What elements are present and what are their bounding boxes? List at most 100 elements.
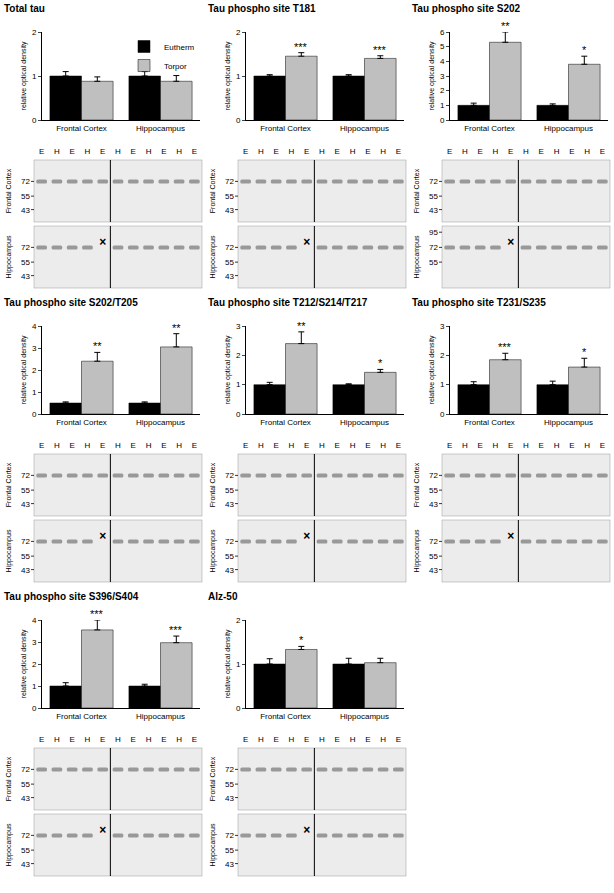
svg-text:4: 4 [440, 57, 445, 66]
svg-text:H: H [115, 147, 121, 156]
svg-text:43: 43 [225, 500, 234, 509]
svg-text:H: H [350, 735, 356, 744]
svg-text:Hippocampus: Hippocampus [136, 124, 185, 133]
svg-text:3: 3 [32, 344, 37, 353]
svg-text:72: 72 [225, 177, 234, 186]
svg-text:E: E [304, 441, 309, 450]
svg-text:E: E [335, 147, 340, 156]
svg-text:55: 55 [21, 552, 30, 561]
svg-text:H: H [258, 147, 264, 156]
svg-text:Frontal Cortex: Frontal Cortex [413, 462, 420, 507]
svg-text:H: H [523, 147, 529, 156]
svg-text:E: E [396, 147, 401, 156]
svg-text:E: E [600, 441, 605, 450]
svg-text:H: H [319, 147, 325, 156]
svg-text:Frontal Cortex: Frontal Cortex [209, 756, 216, 801]
svg-text:**: ** [297, 320, 306, 332]
svg-text:E: E [274, 147, 279, 156]
svg-text:E: E [131, 147, 136, 156]
svg-text:Hippocampus: Hippocampus [544, 124, 593, 133]
svg-text:0: 0 [236, 704, 241, 713]
svg-text:4: 4 [32, 616, 37, 625]
svg-text:relative optical density: relative optical density [20, 41, 28, 110]
svg-text:3: 3 [236, 322, 241, 331]
svg-text:E: E [100, 147, 105, 156]
svg-text:H: H [350, 441, 356, 450]
svg-text:Hippocampus: Hippocampus [136, 418, 185, 427]
svg-text:***: *** [169, 624, 183, 636]
svg-text:43: 43 [21, 206, 30, 215]
svg-text:72: 72 [225, 537, 234, 546]
svg-text:relative optical density: relative optical density [224, 335, 232, 404]
svg-text:E: E [70, 441, 75, 450]
svg-text:Frontal Cortex: Frontal Cortex [5, 462, 12, 507]
svg-text:E: E [396, 735, 401, 744]
svg-text:Frontal Cortex: Frontal Cortex [56, 712, 107, 721]
svg-text:Hippocampus: Hippocampus [340, 418, 389, 427]
svg-text:×: × [507, 529, 514, 543]
svg-text:55: 55 [21, 258, 30, 267]
svg-text:43: 43 [429, 206, 438, 215]
svg-text:H: H [258, 441, 264, 450]
svg-text:Frontal Cortex: Frontal Cortex [5, 756, 12, 801]
svg-text:Frontal Cortex: Frontal Cortex [56, 124, 107, 133]
svg-text:3: 3 [440, 322, 445, 331]
svg-text:H: H [54, 441, 60, 450]
svg-text:H: H [462, 441, 468, 450]
svg-text:55: 55 [225, 552, 234, 561]
svg-text:E: E [161, 147, 166, 156]
svg-text:×: × [303, 529, 310, 543]
svg-text:relative optical density: relative optical density [20, 335, 28, 404]
svg-text:55: 55 [21, 192, 30, 201]
svg-text:43: 43 [21, 500, 30, 509]
svg-text:H: H [289, 441, 295, 450]
svg-text:2: 2 [32, 366, 37, 375]
svg-text:E: E [274, 441, 279, 450]
svg-text:H: H [319, 441, 325, 450]
svg-text:Hippocampus: Hippocampus [544, 418, 593, 427]
svg-text:H: H [85, 147, 91, 156]
svg-text:***: *** [373, 44, 387, 56]
svg-text:H: H [462, 147, 468, 156]
svg-text:0: 0 [440, 410, 445, 419]
svg-text:72: 72 [429, 537, 438, 546]
svg-text:2: 2 [440, 351, 445, 360]
svg-text:4: 4 [32, 322, 37, 331]
svg-text:E: E [39, 147, 44, 156]
svg-text:1: 1 [236, 380, 241, 389]
svg-text:E: E [192, 735, 197, 744]
svg-text:Frontal Cortex: Frontal Cortex [464, 418, 515, 427]
svg-text:2: 2 [32, 660, 37, 669]
svg-text:H: H [176, 441, 182, 450]
svg-text:43: 43 [21, 794, 30, 803]
svg-text:H: H [289, 735, 295, 744]
svg-text:H: H [54, 147, 60, 156]
svg-text:72: 72 [225, 765, 234, 774]
svg-text:H: H [258, 735, 264, 744]
svg-text:2: 2 [236, 351, 241, 360]
svg-text:Hippocampus: Hippocampus [340, 712, 389, 721]
svg-text:H: H [350, 147, 356, 156]
svg-text:E: E [39, 441, 44, 450]
svg-text:H: H [289, 147, 295, 156]
svg-text:1: 1 [440, 101, 445, 110]
svg-text:72: 72 [429, 177, 438, 186]
svg-text:72: 72 [21, 243, 30, 252]
svg-text:×: × [303, 235, 310, 249]
svg-text:5: 5 [440, 42, 445, 51]
svg-text:E: E [131, 441, 136, 450]
svg-text:0: 0 [32, 116, 37, 125]
svg-text:72: 72 [429, 243, 438, 252]
svg-text:2: 2 [440, 86, 445, 95]
svg-text:Hippocampus: Hippocampus [5, 823, 13, 866]
svg-text:*: * [378, 357, 383, 369]
svg-text:H: H [85, 735, 91, 744]
svg-text:Frontal Cortex: Frontal Cortex [464, 124, 515, 133]
svg-text:E: E [70, 147, 75, 156]
svg-text:E: E [243, 441, 248, 450]
svg-text:E: E [478, 147, 483, 156]
svg-text:55: 55 [225, 486, 234, 495]
svg-text:72: 72 [21, 765, 30, 774]
svg-text:55: 55 [225, 780, 234, 789]
svg-text:H: H [319, 735, 325, 744]
